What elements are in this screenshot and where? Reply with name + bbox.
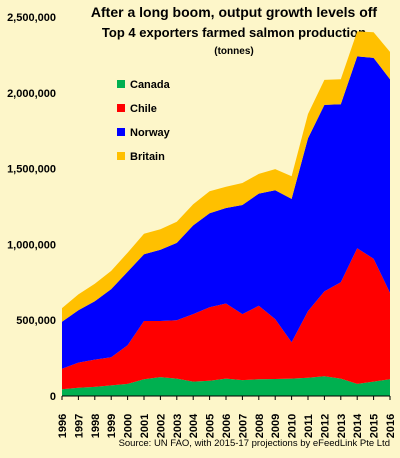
- x-tick-label: 2000: [123, 414, 135, 438]
- x-tick-label: 2006: [221, 414, 233, 438]
- x-tick-label: 2012: [319, 414, 331, 438]
- x-tick-label: 2014: [352, 413, 364, 438]
- y-axis-tick-labels: 0 500,000 1,000,000 1,500,000 2,000,000 2,500…: [7, 12, 56, 403]
- chart-unit-label: (tonnes): [214, 46, 253, 57]
- x-tick-label: 2002: [155, 414, 167, 438]
- legend-label-britain: Britain: [130, 151, 165, 163]
- x-tick-label: 2013: [336, 414, 348, 438]
- y-tick-label: 0: [50, 391, 56, 403]
- x-tick-label: 2010: [287, 414, 299, 438]
- legend-swatch-britain: [117, 152, 125, 160]
- y-tick-label: 500,000: [16, 315, 56, 327]
- area-series-britain: [62, 31, 390, 322]
- y-tick-label: 2,000,000: [7, 88, 56, 100]
- chart-source: Source: UN FAO, with 2015-17 projections…: [119, 438, 390, 449]
- chart-title: After a long boom, output growth levels …: [91, 4, 378, 20]
- x-tick-label: 2009: [270, 414, 282, 438]
- area-series-canada: [62, 376, 390, 396]
- y-tick-label: 1,500,000: [7, 164, 56, 176]
- chart-subtitle: Top 4 exporters farmed salmon production: [102, 25, 366, 40]
- y-tick-label: 1,000,000: [7, 239, 56, 251]
- x-tick-label: 2003: [172, 414, 184, 438]
- x-tick-label: 1997: [73, 414, 85, 438]
- legend-swatch-norway: [117, 128, 125, 136]
- legend-label-chile: Chile: [130, 103, 157, 115]
- x-axis-tick-labels: 1996 1997 1998 1999 2000 2001 2002 2003 2004 2005…: [57, 396, 397, 438]
- x-tick-label: 2008: [254, 414, 266, 438]
- x-tick-label: 2015: [369, 414, 381, 438]
- x-tick-label: 2016: [385, 414, 397, 438]
- stacked-areas: [62, 31, 390, 396]
- area-series-norway: [62, 56, 390, 369]
- x-tick-label: 2007: [237, 414, 249, 438]
- x-tick-label: 1999: [106, 414, 118, 438]
- legend: Canada Chile Norway Britain: [117, 79, 171, 163]
- legend-label-canada: Canada: [130, 79, 171, 91]
- x-tick-label: 2005: [205, 414, 217, 438]
- legend-swatch-canada: [117, 80, 125, 88]
- legend-swatch-chile: [117, 104, 125, 112]
- y-tick-label: 2,500,000: [7, 12, 56, 24]
- legend-label-norway: Norway: [130, 127, 171, 139]
- x-tick-label: 2011: [303, 414, 315, 438]
- x-tick-label: 2004: [188, 413, 200, 438]
- x-tick-label: 2001: [139, 414, 151, 438]
- x-tick-label: 1998: [90, 414, 102, 438]
- x-tick-label: 1996: [57, 414, 69, 438]
- area-series-chile: [62, 248, 390, 390]
